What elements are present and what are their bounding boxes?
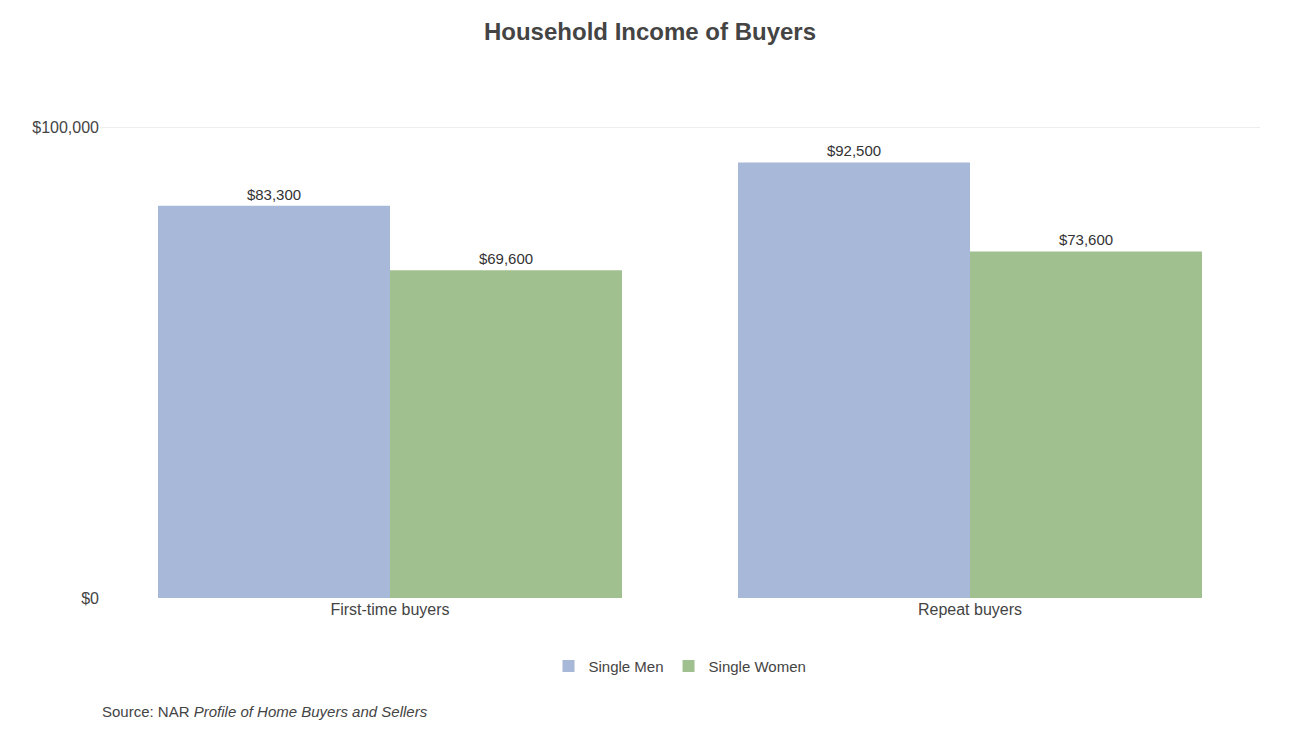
svg-text:First-time buyers: First-time buyers [330, 601, 449, 618]
svg-text:Single Men: Single Men [589, 658, 664, 675]
svg-text:$83,300: $83,300 [247, 186, 301, 203]
svg-text:$92,500: $92,500 [827, 142, 881, 159]
svg-text:$0: $0 [81, 590, 99, 607]
svg-text:Single Women: Single Women [709, 658, 806, 675]
svg-text:Household Income of Buyers: Household Income of Buyers [484, 18, 816, 45]
svg-text:Source: NAR Profile of Home Bu: Source: NAR Profile of Home Buyers and S… [102, 703, 428, 720]
svg-text:$73,600: $73,600 [1059, 231, 1113, 248]
svg-text:Repeat buyers: Repeat buyers [918, 601, 1022, 618]
svg-text:$100,000: $100,000 [32, 119, 99, 136]
svg-text:$69,600: $69,600 [479, 250, 533, 267]
